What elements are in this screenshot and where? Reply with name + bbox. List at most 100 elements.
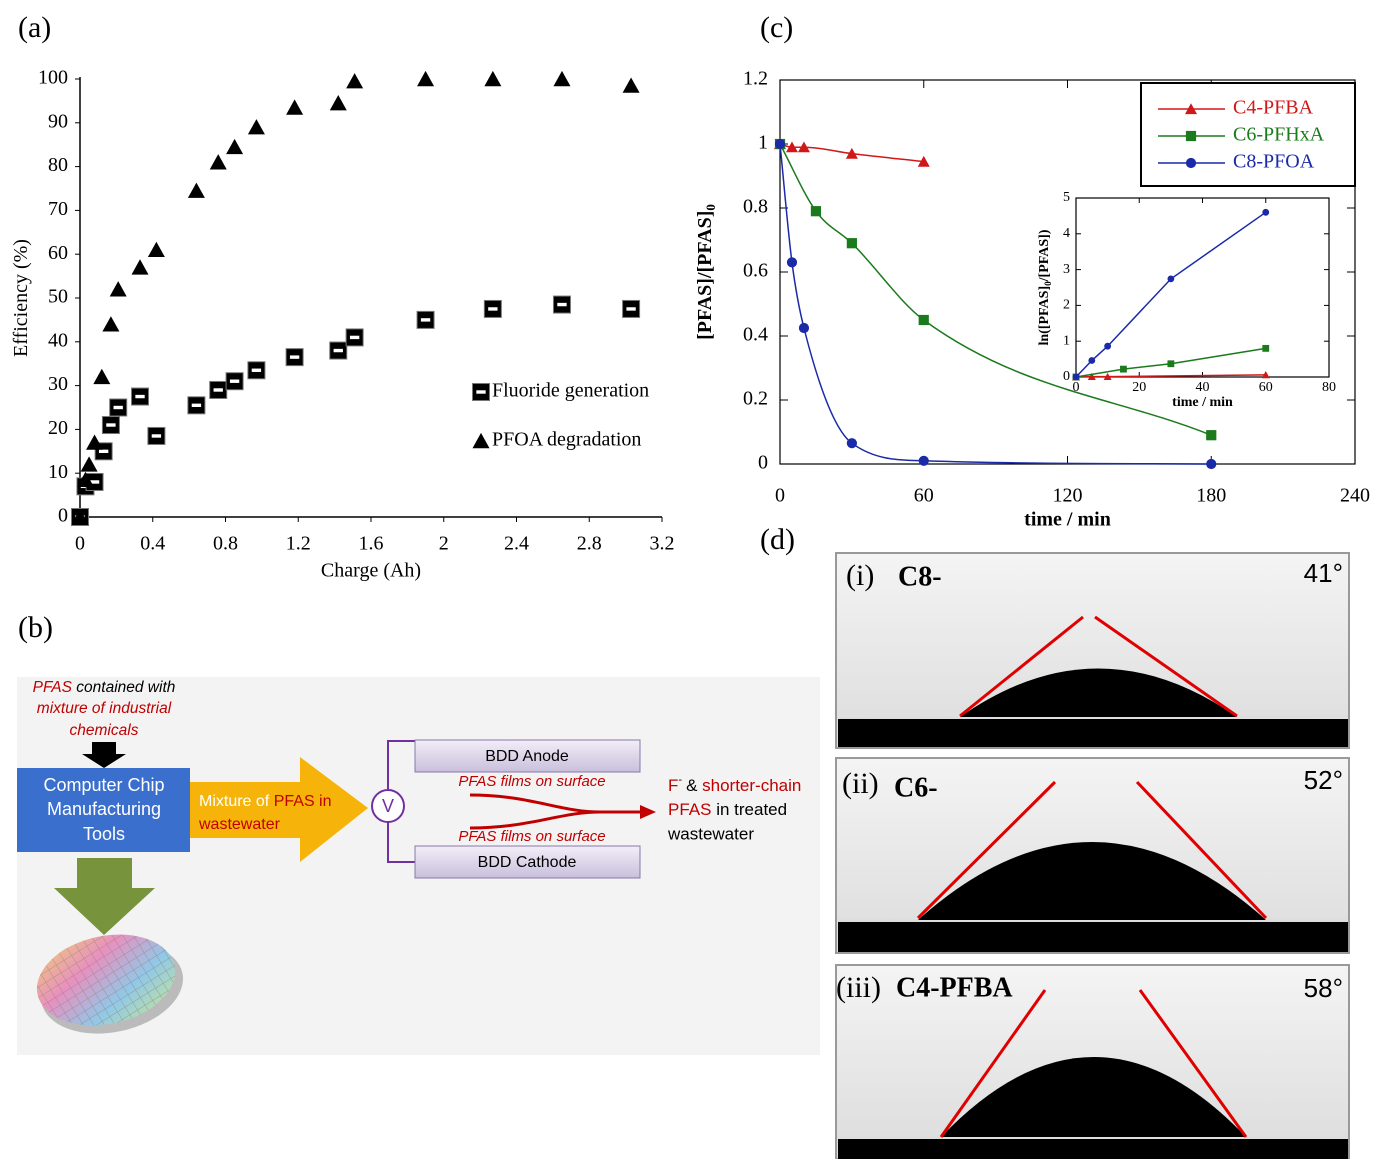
y-tick-label: 0 xyxy=(1063,369,1070,384)
y-axis-label-text: /[PFAS]) xyxy=(1037,229,1052,282)
data-point xyxy=(187,182,205,198)
data-point xyxy=(798,322,810,334)
meter-label: V xyxy=(382,796,394,816)
marker-shape xyxy=(131,259,149,275)
droplet xyxy=(960,668,1237,717)
y-axis-label-text: ln([PFAS] xyxy=(1037,286,1052,346)
marker-shape xyxy=(917,155,930,167)
data-point xyxy=(553,70,571,87)
marker-shape xyxy=(89,480,100,484)
data-point xyxy=(1206,458,1217,470)
marker-shape xyxy=(1261,371,1270,379)
marker-shape xyxy=(187,182,205,198)
plot-frame xyxy=(1075,197,1330,378)
flow-arrowhead xyxy=(640,805,656,819)
panel-label: (b) xyxy=(18,611,53,644)
film-label: PFAS films on surface xyxy=(458,773,605,790)
marker-shape xyxy=(226,138,244,155)
marker-shape xyxy=(1167,275,1175,283)
marker-shape xyxy=(1072,373,1080,381)
note-text: mixture of industrial xyxy=(37,700,172,717)
data-point xyxy=(846,238,857,249)
output-text: wastewater xyxy=(667,824,754,843)
marker-shape xyxy=(209,154,227,170)
down-arrow xyxy=(82,742,126,768)
x-tick-label: 0.8 xyxy=(213,533,238,555)
data-point xyxy=(797,141,810,153)
y-tick-label: 1 xyxy=(1063,333,1070,348)
data-point xyxy=(209,380,228,399)
data-point xyxy=(552,295,571,314)
marker-shape xyxy=(76,471,94,487)
marker-shape xyxy=(1262,344,1270,352)
y-axis-label-sub: 0 xyxy=(1043,281,1053,286)
y-axis-label: Efficiency (%) xyxy=(10,239,32,357)
marker-shape xyxy=(1206,458,1217,470)
note-text: contained with xyxy=(76,679,175,696)
x-axis-label: Charge (Ah) xyxy=(321,560,421,582)
photo-angle: 52° xyxy=(1304,765,1343,795)
data-point xyxy=(102,316,120,332)
x-tick-label: 240 xyxy=(1340,485,1370,507)
panel-label: (d) xyxy=(760,523,795,556)
legend-label: C8-PFOA xyxy=(1233,151,1315,173)
marker-shape xyxy=(93,368,111,385)
output-text: shorter-chain xyxy=(702,776,801,795)
marker-shape xyxy=(229,379,240,383)
y-tick-label: 1.2 xyxy=(743,68,768,90)
marker-shape xyxy=(420,318,431,322)
marker-shape xyxy=(247,119,265,135)
x-tick-label: 1.2 xyxy=(286,533,311,555)
photos: (d) (i) C8- 41° (ii) C6- 52° xyxy=(760,523,1350,1159)
x-tick-label: 20 xyxy=(1132,380,1146,395)
stream-text: Mixture of PFAS in xyxy=(199,793,332,810)
y-tick-label: 70 xyxy=(48,198,68,220)
tangent-lines xyxy=(939,989,1248,1138)
data-point xyxy=(845,147,858,159)
marker-shape xyxy=(1262,208,1270,216)
flow-lines xyxy=(469,793,640,830)
legend-marker xyxy=(472,432,490,449)
data-point xyxy=(622,77,640,93)
x-tick-label: 80 xyxy=(1322,380,1336,395)
marker-shape xyxy=(80,456,98,472)
marker-shape xyxy=(98,449,109,453)
diagram: (b) PFAS contained with mixture of indus… xyxy=(17,611,820,1055)
legend-label: PFOA degradation xyxy=(492,429,641,451)
marker-shape xyxy=(86,434,104,450)
tool-box-text: Computer Chip xyxy=(43,775,164,795)
data-point xyxy=(131,387,150,406)
marker-shape xyxy=(349,335,360,340)
droplet xyxy=(918,842,1266,920)
data-point xyxy=(1087,372,1096,381)
data-point xyxy=(286,99,304,115)
anode-label: BDD Anode xyxy=(485,748,569,765)
tool-box-text: Manufacturing xyxy=(47,799,161,819)
marker-shape xyxy=(810,206,822,217)
marker-shape xyxy=(1104,342,1112,350)
y-tick-label: 5 xyxy=(1063,190,1070,205)
marker-shape xyxy=(289,355,300,359)
data-point xyxy=(80,456,98,472)
y-tick-label: 30 xyxy=(48,373,68,395)
wafer xyxy=(36,934,184,1034)
marker-shape xyxy=(786,257,798,268)
data-point xyxy=(247,361,266,380)
data-point xyxy=(1103,372,1112,381)
series-line xyxy=(1075,347,1266,378)
legend-marker xyxy=(472,383,490,401)
photo-label: (i) xyxy=(846,559,874,592)
marker-shape xyxy=(1088,357,1096,364)
stream-text: wastewater xyxy=(198,816,281,833)
data-point xyxy=(1262,344,1270,352)
panel-label: (a) xyxy=(18,11,51,44)
y-tick-label: 80 xyxy=(48,154,68,176)
marker-shape xyxy=(846,238,857,249)
data-point xyxy=(622,299,641,318)
data-point xyxy=(209,154,227,170)
data-point xyxy=(417,70,435,87)
marker-shape xyxy=(147,241,165,258)
note-line: PFAS contained with xyxy=(33,679,176,696)
